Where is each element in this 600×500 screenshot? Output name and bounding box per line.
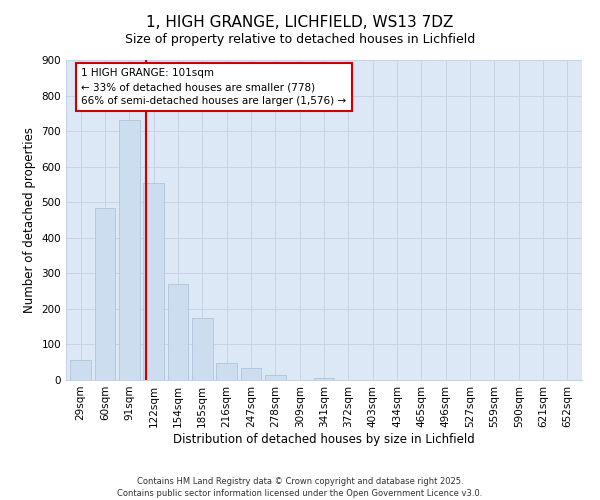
Bar (95, 208, 115, 380)
Text: Size of property relative to detached houses in Lichfield: Size of property relative to detached ho… (125, 32, 475, 46)
Bar (314, 378, 334, 380)
Bar (70, 360, 91, 380)
Bar (167, 284, 188, 380)
Text: 1, HIGH GRANGE, LICHFIELD, WS13 7DZ: 1, HIGH GRANGE, LICHFIELD, WS13 7DZ (146, 15, 454, 30)
Bar (143, 184, 164, 380)
X-axis label: Distribution of detached houses by size in Lichfield: Distribution of detached houses by size … (173, 432, 475, 446)
Bar (119, 120, 140, 380)
Bar (241, 368, 262, 380)
Text: 1 HIGH GRANGE: 101sqm
← 33% of detached houses are smaller (778)
66% of semi-det: 1 HIGH GRANGE: 101sqm ← 33% of detached … (82, 68, 347, 106)
Y-axis label: Number of detached properties: Number of detached properties (23, 127, 36, 313)
Bar (216, 363, 237, 380)
Text: Contains HM Land Registry data © Crown copyright and database right 2025.
Contai: Contains HM Land Registry data © Crown c… (118, 476, 482, 498)
Bar (265, 375, 286, 380)
Bar (192, 318, 212, 380)
